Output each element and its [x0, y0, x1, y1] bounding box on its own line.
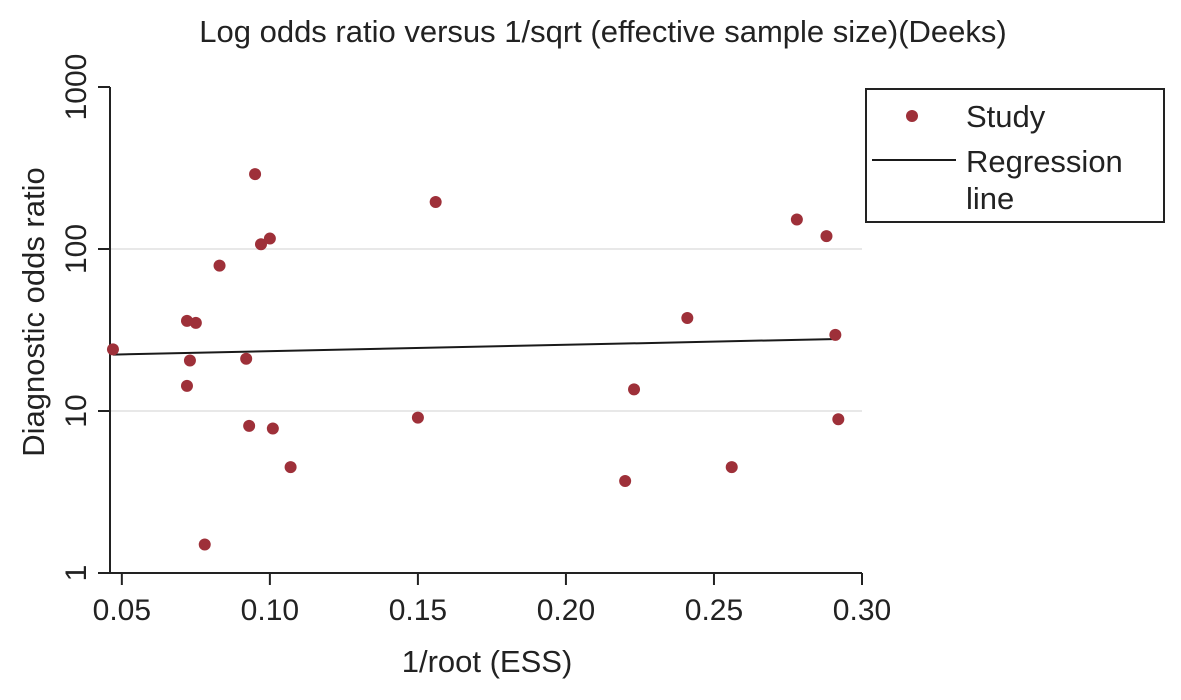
x-tick-label-0: 0.05	[93, 594, 151, 627]
study-point-0	[106, 343, 119, 356]
study-point-16	[619, 474, 632, 487]
chart-title: Log odds ratio versus 1/sqrt (effective …	[199, 14, 1006, 49]
x-tick-label-5: 0.30	[833, 594, 891, 627]
study-point-3	[180, 379, 193, 392]
study-point-9	[249, 168, 262, 181]
study-point-5	[198, 538, 211, 551]
x-axis-label: 1/root (ESS)	[402, 644, 573, 679]
legend-study-label: Study	[966, 99, 1046, 134]
study-point-21	[820, 230, 833, 243]
x-tick-label-3: 0.20	[537, 594, 595, 627]
study-point-13	[284, 461, 297, 474]
x-tick-label-2: 0.15	[389, 594, 447, 627]
study-point-18	[681, 312, 694, 325]
regression-line	[112, 338, 833, 356]
legend-study-marker	[906, 110, 918, 122]
study-point-22	[829, 328, 842, 341]
legend: Study Regression line	[865, 88, 1165, 223]
study-point-23	[832, 413, 845, 426]
y-tick-label-1: 10	[60, 394, 93, 427]
legend-regression-label-line-1: Regression	[966, 144, 1123, 179]
study-point-2	[183, 354, 196, 367]
study-point-8	[243, 419, 256, 432]
study-point-10	[254, 238, 267, 251]
y-axis-label: Diagnostic odds ratio	[16, 167, 51, 457]
y-tick-label-2: 100	[60, 224, 93, 274]
study-point-14	[411, 411, 424, 424]
legend-frame	[865, 88, 1165, 223]
plot-area: 1 10 100 1000 0.05 0.10 0.15 0.20 0.25 0.30	[60, 54, 891, 627]
study-point-7	[240, 352, 253, 365]
study-point-6	[213, 259, 226, 272]
study-point-15	[429, 196, 442, 209]
legend-regression-label-line-2: line	[966, 181, 1014, 216]
y-tick-label-0: 1	[60, 565, 93, 582]
study-point-17	[628, 383, 641, 396]
study-point-20	[790, 213, 803, 226]
study-point-12	[266, 422, 279, 435]
y-tick-label-3: 1000	[60, 54, 93, 121]
x-tick-label-1: 0.10	[241, 594, 299, 627]
study-point-11	[263, 232, 276, 245]
study-point-4	[189, 316, 202, 329]
study-point-19	[725, 461, 738, 474]
x-tick-label-4: 0.25	[685, 594, 743, 627]
